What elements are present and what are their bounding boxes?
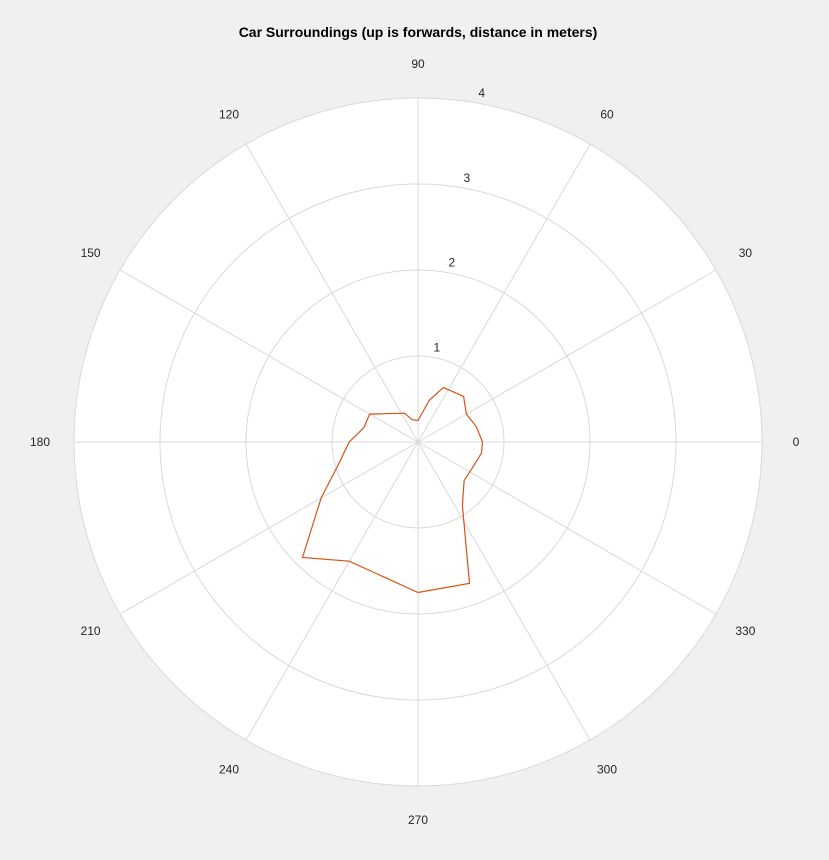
theta-tick-label: 0 [793,435,800,449]
theta-tick-label: 210 [81,624,101,638]
theta-tick-label: 120 [219,108,239,122]
series-line [301,386,484,594]
tick-labels: 0 30 60 90 120 150 180 210 240 270 300 330 1 2 3 4 [30,57,800,827]
theta-tick-label: 30 [739,246,753,260]
r-tick-label: 3 [463,171,470,185]
angular-grid-line [119,269,419,443]
angular-grid-line [417,143,591,443]
r-tick-label: 4 [478,86,485,100]
theta-tick-label: 180 [30,435,50,449]
polar-grid [73,97,763,787]
angular-grid-line [245,143,419,443]
theta-tick-label: 300 [597,762,617,776]
chart-title: Car Surroundings (up is forwards, distan… [239,24,598,40]
r-tick-label: 1 [434,340,441,354]
angular-grid-line [417,441,717,615]
angular-grid-line [119,441,419,615]
theta-tick-label: 240 [219,762,239,776]
angular-grid-line [245,441,419,741]
r-tick-label: 2 [449,256,456,270]
theta-tick-label: 60 [600,108,614,122]
theta-tick-label: 330 [735,624,755,638]
theta-tick-label: 150 [81,246,101,260]
angular-grid-line [417,269,717,443]
angular-grid-line [417,441,591,741]
theta-tick-label: 90 [411,57,425,71]
series-layer [301,386,484,594]
theta-tick-label: 270 [408,813,428,827]
